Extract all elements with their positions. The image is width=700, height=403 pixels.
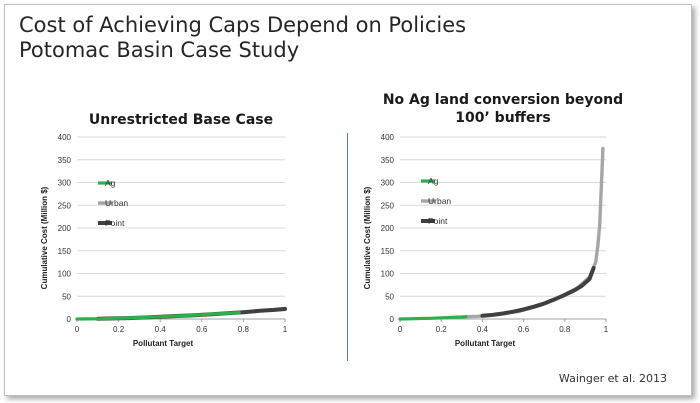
series-line-ag (75, 311, 241, 321)
x-tick-label: 0.2 (436, 325, 448, 334)
x-tick-label: 0.4 (477, 325, 489, 334)
series-line-ag (398, 315, 468, 321)
legend-label-ag: Ag (105, 178, 116, 188)
legend-label-ag: Ag (428, 176, 439, 186)
x-tick-label: 0.8 (238, 325, 250, 334)
y-tick-label: 100 (58, 270, 72, 279)
y-tick-label: 200 (58, 224, 72, 233)
x-tick-label: 0 (75, 325, 80, 334)
series-line-urban (464, 146, 605, 319)
x-tick-label: 1 (283, 325, 288, 334)
y-tick-label: 0 (67, 315, 72, 324)
y-tick-label: 350 (58, 156, 72, 165)
y-tick-label: 350 (381, 156, 395, 165)
x-axis-label: Pollutant Target (455, 339, 516, 348)
legend-label-point: Point (105, 218, 125, 228)
x-tick-label: 0.8 (559, 325, 571, 334)
y-tick-label: 250 (381, 201, 395, 210)
series-line-point (480, 266, 596, 318)
y-tick-label: 250 (58, 201, 72, 210)
y-tick-label: 400 (58, 133, 72, 142)
y-tick-label: 150 (381, 247, 395, 256)
y-tick-label: 0 (390, 315, 395, 324)
legend-label-urban: Urban (428, 196, 451, 206)
slide-title: Cost of Achieving Caps Depend on Policie… (19, 13, 466, 63)
y-axis-label: Cumulative Cost (Million $) (40, 186, 49, 289)
y-tick-label: 150 (58, 247, 72, 256)
citation-credit: Wainger et al. 2013 (558, 372, 667, 385)
slide: Cost of Achieving Caps Depend on Policie… (4, 4, 692, 396)
slide-title-line2: Potomac Basin Case Study (19, 38, 300, 62)
legend-label-urban: Urban (105, 198, 128, 208)
legend-label-point: Point (428, 216, 448, 226)
y-tick-label: 300 (381, 179, 395, 188)
chart-title-line: Unrestricted Base Case (89, 112, 273, 128)
chart-title-line: No Ag land conversion beyond (383, 92, 623, 108)
x-tick-label: 0 (398, 325, 403, 334)
x-tick-label: 0.4 (155, 325, 167, 334)
x-axis-label: Pollutant Target (133, 339, 194, 348)
x-tick-label: 0.6 (196, 325, 208, 334)
y-tick-label: 50 (62, 292, 71, 301)
chart-title-line: 100’ buffers (455, 110, 550, 126)
y-tick-label: 300 (58, 179, 72, 188)
y-tick-label: 100 (381, 270, 395, 279)
x-tick-label: 1 (604, 325, 609, 334)
y-tick-label: 400 (381, 133, 395, 142)
x-tick-label: 0.2 (113, 325, 125, 334)
slide-title-line1: Cost of Achieving Caps Depend on Policie… (19, 13, 467, 37)
chart-1-group: No Ag land conversion beyond 100’ buffers… (363, 92, 623, 348)
y-tick-label: 200 (381, 224, 395, 233)
chart-divider (347, 133, 348, 361)
x-tick-label: 0.6 (518, 325, 530, 334)
y-axis-label: Cumulative Cost (Million $) (363, 186, 372, 289)
chart-0-group: Unrestricted Base Case 0 50 100 150 200 250 300… (40, 112, 288, 348)
y-tick-label: 50 (385, 292, 394, 301)
